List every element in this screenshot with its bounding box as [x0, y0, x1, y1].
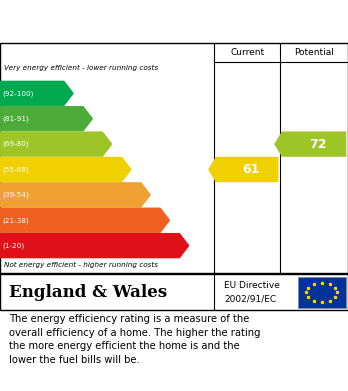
Text: (92-100): (92-100): [3, 90, 34, 97]
Text: A: A: [76, 87, 85, 100]
Text: E: E: [153, 188, 161, 201]
Text: Very energy efficient - lower running costs: Very energy efficient - lower running co…: [4, 65, 158, 71]
Text: 2002/91/EC: 2002/91/EC: [224, 294, 277, 303]
Polygon shape: [0, 157, 132, 182]
Text: (55-68): (55-68): [3, 166, 30, 173]
Polygon shape: [0, 182, 151, 208]
Polygon shape: [0, 233, 190, 258]
Text: (69-80): (69-80): [3, 141, 30, 147]
Text: G: G: [191, 239, 201, 252]
Text: 72: 72: [309, 138, 326, 151]
Text: D: D: [134, 163, 144, 176]
Text: England & Wales: England & Wales: [9, 284, 167, 301]
Bar: [298, 277, 346, 308]
Polygon shape: [0, 106, 93, 131]
Polygon shape: [208, 157, 278, 182]
Polygon shape: [0, 131, 112, 157]
Text: Energy Efficiency Rating: Energy Efficiency Rating: [9, 19, 219, 34]
Polygon shape: [0, 81, 74, 106]
Text: Potential: Potential: [294, 48, 334, 57]
Text: (39-54): (39-54): [3, 192, 30, 198]
Polygon shape: [274, 131, 346, 157]
Text: (1-20): (1-20): [3, 242, 25, 249]
Text: The energy efficiency rating is a measure of the
overall efficiency of a home. T: The energy efficiency rating is a measur…: [9, 314, 260, 365]
Text: C: C: [114, 138, 123, 151]
Text: B: B: [95, 112, 104, 125]
Text: (81-91): (81-91): [3, 115, 30, 122]
Polygon shape: [0, 208, 170, 233]
Text: Not energy efficient - higher running costs: Not energy efficient - higher running co…: [4, 262, 158, 267]
Text: F: F: [172, 214, 181, 227]
Text: (21-38): (21-38): [3, 217, 30, 224]
Text: 61: 61: [242, 163, 259, 176]
Text: EU Directive: EU Directive: [224, 282, 280, 291]
Text: Current: Current: [230, 48, 264, 57]
